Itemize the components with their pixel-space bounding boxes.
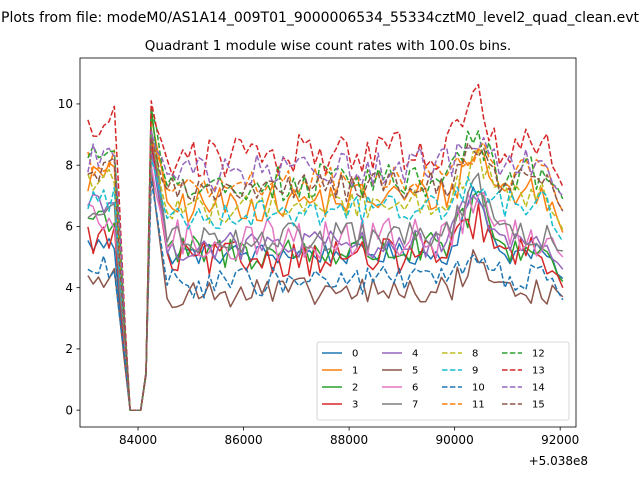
legend-box bbox=[316, 341, 570, 421]
y-tick-label: 4 bbox=[65, 281, 73, 295]
x-tick-label: 84000 bbox=[119, 433, 157, 447]
legend-label-14: 14 bbox=[532, 383, 545, 394]
series-line-15 bbox=[87, 136, 564, 411]
legend-label-15: 15 bbox=[532, 400, 545, 411]
legend-label-12: 12 bbox=[532, 349, 545, 360]
x-offset-label: +5.038e8 bbox=[529, 454, 588, 468]
series-line-4 bbox=[87, 152, 564, 411]
legend-label-4: 4 bbox=[412, 349, 418, 360]
legend-label-3: 3 bbox=[352, 400, 358, 411]
x-tick-label: 92000 bbox=[541, 433, 579, 447]
legend-label-7: 7 bbox=[412, 400, 418, 411]
legend-label-11: 11 bbox=[472, 400, 485, 411]
legend-label-2: 2 bbox=[352, 383, 358, 394]
figure-suptitle: Plots from file: modeM0/AS1A14_009T01_90… bbox=[1, 10, 639, 26]
series-line-9 bbox=[87, 158, 564, 411]
series-line-1 bbox=[87, 115, 564, 411]
series-line-12 bbox=[87, 109, 564, 411]
legend-label-9: 9 bbox=[472, 366, 478, 377]
legend-label-5: 5 bbox=[412, 366, 418, 377]
axes-frame bbox=[79, 57, 577, 428]
series-line-8 bbox=[87, 133, 564, 411]
legend-label-1: 1 bbox=[352, 366, 358, 377]
series-line-13 bbox=[87, 83, 564, 411]
y-tick-label: 10 bbox=[58, 97, 73, 111]
x-tick-label: 86000 bbox=[224, 433, 262, 447]
series-line-6 bbox=[87, 164, 564, 411]
series-lines bbox=[87, 83, 564, 411]
legend-label-10: 10 bbox=[472, 383, 485, 394]
series-line-7 bbox=[87, 127, 563, 411]
series-line-10 bbox=[87, 179, 564, 411]
legend-label-13: 13 bbox=[532, 366, 545, 377]
legend-label-8: 8 bbox=[472, 349, 478, 360]
series-line-14 bbox=[87, 130, 564, 411]
legend-label-6: 6 bbox=[412, 383, 418, 394]
axes-title: Quadrant 1 module wise count rates with … bbox=[145, 38, 511, 54]
y-tick-label: 8 bbox=[65, 158, 73, 172]
y-tick-label: 0 bbox=[65, 403, 73, 417]
legend-label-0: 0 bbox=[352, 349, 358, 360]
y-tick-label: 2 bbox=[65, 342, 73, 356]
x-tick-label: 88000 bbox=[330, 433, 368, 447]
x-tick-label: 90000 bbox=[436, 433, 474, 447]
series-line-5 bbox=[87, 167, 564, 411]
plot-area bbox=[87, 83, 564, 411]
y-tick-label: 6 bbox=[65, 220, 73, 234]
